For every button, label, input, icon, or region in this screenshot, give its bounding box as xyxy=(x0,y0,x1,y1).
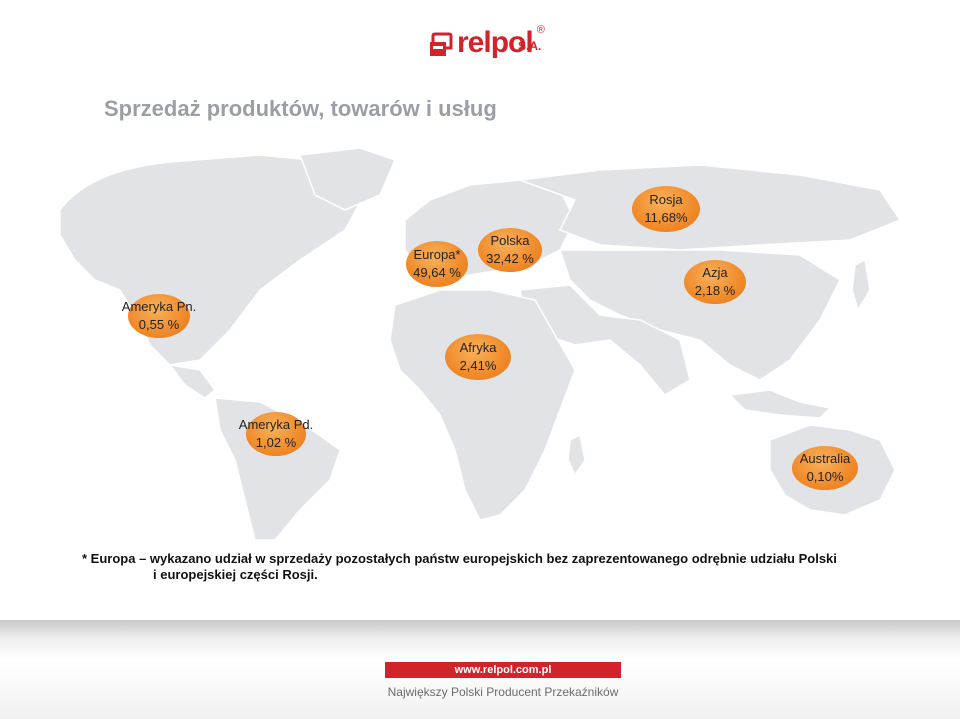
region-russia: Rosja 11,68% xyxy=(632,186,700,232)
region-label: Australia xyxy=(799,451,851,466)
japan-shape xyxy=(851,258,871,312)
region-value: 0,10% xyxy=(806,469,844,484)
logo-wordmark: relpol xyxy=(457,26,534,59)
logo-suffix: S.A. xyxy=(518,39,542,53)
footnote: * Europa – wykazano udział w sprzedaży p… xyxy=(82,551,882,583)
region-value: 1,02 % xyxy=(255,435,297,450)
region-poland: Polska 32,42 % xyxy=(478,228,542,272)
region-africa: Afryka 2,41% xyxy=(445,334,511,380)
region-value: 11,68% xyxy=(644,210,688,225)
region-value: 32,42 % xyxy=(486,251,534,266)
footnote-line-1: * Europa – wykazano udział w sprzedaży p… xyxy=(82,551,837,566)
region-australia: Australia 0,10% xyxy=(792,446,858,490)
region-value: 0,55 % xyxy=(138,317,180,332)
region-value: 49,64 % xyxy=(413,265,461,280)
russia-shape xyxy=(519,164,902,251)
region-label: Polska xyxy=(490,233,530,248)
region-value: 2,18 % xyxy=(694,283,736,298)
registered-mark: ® xyxy=(536,24,545,36)
region-asia: Azja 2,18 % xyxy=(684,260,746,304)
region-label: Europa* xyxy=(413,247,461,262)
region-label: Azja xyxy=(702,265,728,280)
region-europe: Europa* 49,64 % xyxy=(406,241,468,287)
region-label: Rosja xyxy=(649,192,683,207)
footer-slogan: Największy Polski Producent Przekaźników xyxy=(387,685,619,699)
region-label: Ameryka Pd. xyxy=(238,417,314,432)
region-south-america: Ameryka Pd. 1,02 % xyxy=(239,412,313,456)
region-label: Afryka xyxy=(459,340,497,355)
africa-shape xyxy=(389,289,576,521)
asia-shape xyxy=(558,249,841,381)
madagascar-shape xyxy=(567,433,586,477)
region-value: 2,41% xyxy=(459,358,497,373)
central-america-shape xyxy=(168,363,217,399)
website-link[interactable]: www.relpol.com.pl xyxy=(385,662,621,678)
region-label: Ameryka Pn. xyxy=(121,299,197,314)
region-north-america: Ameryka Pn. 0,55 % xyxy=(122,294,196,338)
page-title: Sprzedaż produktów, towarów i usług xyxy=(104,96,497,121)
indonesia-shape xyxy=(728,389,832,419)
greenland-shape xyxy=(298,147,397,211)
relpol-logo: relpol ® S.A. xyxy=(427,22,545,58)
footnote-line-2: i europejskiej części Rosji. xyxy=(153,567,318,582)
relay-icon xyxy=(427,32,453,58)
